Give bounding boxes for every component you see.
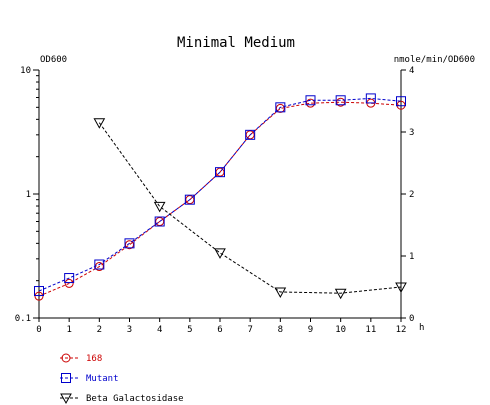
legend-item: Mutant	[60, 373, 119, 384]
series-line	[38, 97, 402, 292]
series-line	[38, 101, 402, 297]
legend-marker	[60, 393, 72, 405]
data-point	[214, 248, 226, 259]
legend-marker	[61, 373, 71, 383]
legend-label: 168	[86, 354, 102, 364]
data-point	[334, 288, 347, 300]
x-tick-label: 2	[97, 325, 102, 335]
data-point	[184, 194, 195, 205]
series-layer	[34, 93, 407, 301]
legend-item: 168	[60, 353, 102, 364]
data-point	[215, 167, 225, 178]
data-point	[93, 118, 106, 129]
chart-title: Minimal Medium	[177, 35, 295, 51]
y-right-tick-label: 0	[409, 314, 414, 324]
data-point	[245, 129, 256, 140]
data-point	[395, 282, 407, 294]
series-1	[34, 97, 406, 301]
legend: 168 Mutant Beta Galactosidase	[60, 353, 184, 405]
y-left-tick-label: 1	[26, 190, 31, 200]
data-point	[275, 102, 286, 113]
y-right-axis-label: nmole/min/OD600	[394, 55, 475, 65]
data-point	[365, 93, 376, 104]
y-right-tick-label: 1	[409, 252, 414, 262]
data-point	[34, 286, 44, 297]
data-point	[64, 273, 75, 284]
x-tick-label: 7	[247, 325, 252, 335]
legend-label: Beta Galactosidase	[86, 394, 184, 404]
x-tick-label: 8	[278, 325, 283, 335]
x-tick-label: 3	[127, 325, 132, 335]
data-point	[335, 95, 346, 106]
series-3	[93, 118, 407, 300]
x-tick-label: 12	[396, 325, 407, 335]
legend-item: Beta Galactosidase	[60, 393, 184, 405]
series-2	[34, 93, 406, 297]
data-point	[124, 238, 135, 249]
y-right-tick-label: 3	[409, 128, 414, 138]
data-point	[274, 287, 287, 298]
y-left-tick-label: 0.1	[15, 314, 31, 324]
series-line	[98, 122, 402, 294]
x-tick-label: 9	[308, 325, 313, 335]
x-tick-label: 4	[157, 325, 162, 335]
data-point	[396, 96, 406, 107]
x-tick-label: 10	[335, 325, 346, 335]
x-tick-label: 1	[66, 325, 71, 335]
y-left-tick-label: 10	[20, 66, 31, 76]
x-tick-label: 6	[217, 325, 222, 335]
data-point	[64, 278, 74, 288]
data-point	[94, 259, 105, 270]
legend-label: Mutant	[86, 374, 119, 384]
y-right-tick-label: 2	[409, 190, 414, 200]
x-axis-label: h	[419, 323, 424, 333]
data-point	[154, 216, 165, 227]
x-tick-label: 11	[365, 325, 376, 335]
x-tick-label: 5	[187, 325, 192, 335]
y-left-axis-label: OD600	[40, 55, 67, 65]
x-tick-label: 0	[36, 325, 41, 335]
data-point	[34, 291, 44, 301]
data-point	[153, 201, 166, 213]
legend-marker	[61, 353, 71, 363]
data-point	[305, 95, 316, 106]
y-right-tick-label: 4	[409, 66, 414, 76]
